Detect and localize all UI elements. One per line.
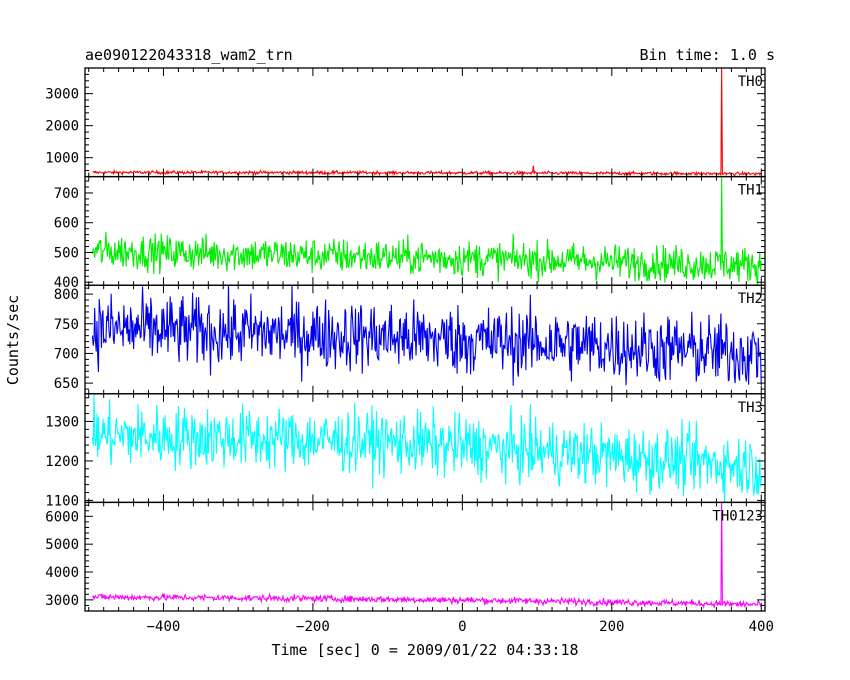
y-axis-title: Counts/sec (4, 295, 22, 385)
panel-th0123: 3000 4000 5000 6000 TH0123 (45, 501, 766, 612)
x-tick-label: 400 (749, 619, 774, 635)
series-line-th1 (91, 176, 762, 286)
x-tick-label: −400 (147, 619, 181, 635)
panel-label: TH2 (738, 291, 763, 307)
panel-frame (84, 393, 766, 504)
panel-th0: 1000 2000 3000 TH0 (45, 67, 766, 178)
y-tick-label: 6000 (45, 509, 79, 525)
x-tick-label: 200 (599, 619, 624, 635)
panel-label: TH0123 (712, 508, 763, 524)
panel-label: TH0 (738, 74, 763, 90)
y-tick-label: 1200 (45, 454, 79, 470)
x-tick-label: −200 (296, 619, 330, 635)
panel-label: TH3 (738, 400, 763, 416)
chart-title: ae090122043318_wam2_trn (85, 46, 293, 64)
panel-frame (84, 67, 766, 178)
y-tick-label: 700 (54, 346, 79, 362)
panel-th1: 400 500 600 700 TH1 (54, 175, 766, 291)
x-tick-label: 0 (458, 619, 466, 635)
panel-frame (84, 175, 766, 286)
panel-th3: 1100 1200 1300 TH3 (45, 393, 766, 509)
y-tick-label: 3000 (45, 593, 79, 609)
y-tick-label: 500 (54, 245, 79, 261)
y-tick-label: 600 (54, 216, 79, 232)
y-tick-label: 700 (54, 186, 79, 202)
panel-th2: 650 700 750 800 TH2 (54, 284, 766, 395)
y-tick-label: 3000 (45, 87, 79, 103)
y-tick-label: 1000 (45, 151, 79, 167)
y-tick-label: 650 (54, 376, 79, 392)
series-line-th0 (92, 68, 762, 177)
y-tick-label: 1100 (45, 493, 79, 509)
y-tick-label: 1300 (45, 414, 79, 430)
panel-frame (84, 501, 766, 612)
series-line-th0123 (91, 502, 762, 610)
series-line-th2 (91, 285, 762, 386)
series-line-th3 (91, 394, 762, 503)
y-tick-label: 750 (54, 317, 79, 333)
y-tick-label: 2000 (45, 119, 79, 135)
y-tick-label: 400 (54, 275, 79, 291)
y-tick-label: 800 (54, 287, 79, 303)
y-tick-label: 5000 (45, 537, 79, 553)
x-axis-title: Time [sec] 0 = 2009/01/22 04:33:18 (271, 641, 578, 659)
y-tick-label: 4000 (45, 565, 79, 581)
panel-label: TH1 (738, 183, 763, 199)
bin-time-label: Bin time: 1.0 s (640, 46, 775, 64)
